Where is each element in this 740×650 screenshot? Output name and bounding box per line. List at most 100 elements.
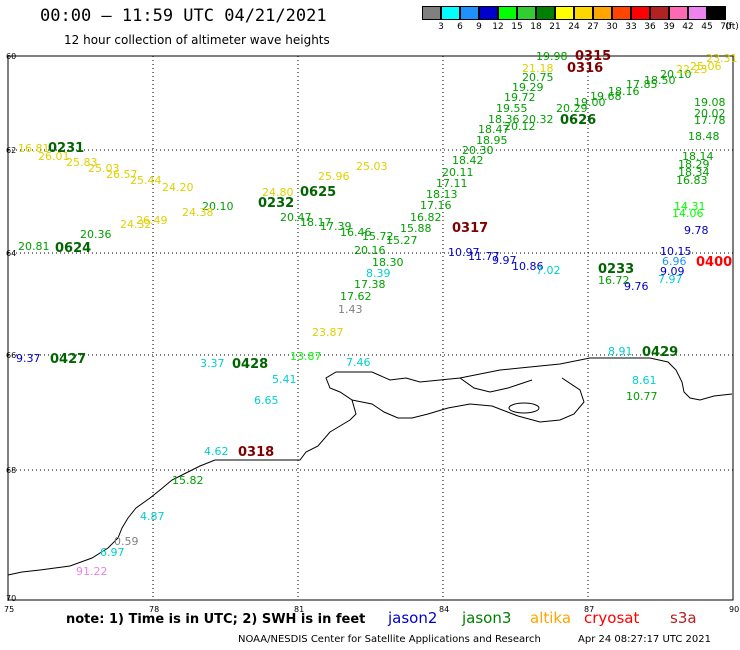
- wave-height-value: 20.11: [442, 166, 474, 179]
- wave-height-value: 20.10: [660, 68, 692, 81]
- legend-label: 42: [682, 22, 694, 32]
- latitude-label: 68: [6, 466, 16, 475]
- figure-subtitle: 12 hour collection of altimeter wave hei…: [64, 33, 330, 47]
- wave-height-value: 21.18: [522, 62, 554, 75]
- wave-height-value: 20.02: [694, 107, 726, 120]
- legend-label: 12: [492, 22, 504, 32]
- wave-height-value: 3.37: [200, 357, 225, 370]
- satellite-name: altika: [530, 609, 572, 627]
- legend-swatch: [441, 6, 460, 20]
- island-shape: [508, 402, 540, 414]
- wave-height-value: 25.96: [318, 170, 350, 183]
- wave-height-value: 16.81: [18, 142, 50, 155]
- legend-label: 36: [644, 22, 656, 32]
- pass-label: 0427: [50, 352, 86, 367]
- wave-height-value: 18.13: [426, 188, 458, 201]
- wave-height-value: 25.03: [356, 160, 388, 173]
- wave-height-value: 20.81: [18, 240, 50, 253]
- wave-height-value: 19.00: [574, 96, 606, 109]
- legend-unit: (ft): [725, 22, 739, 32]
- latitude-label: 66: [6, 351, 16, 360]
- pass-label: 0428: [232, 357, 268, 372]
- legend-label: 18: [530, 22, 542, 32]
- wave-height-value: 10.15: [660, 245, 692, 258]
- legend-swatch: [498, 6, 517, 20]
- wave-height-value: 20.36: [80, 228, 112, 241]
- wave-height-value: 25.83: [66, 156, 98, 169]
- wave-height-value: 20.10: [202, 200, 234, 213]
- legend-swatch: [688, 6, 707, 20]
- pass-label: 0624: [55, 241, 91, 256]
- legend-swatch: [517, 6, 536, 20]
- wave-height-value: 23.31: [706, 52, 738, 65]
- pass-label: 0429: [642, 345, 678, 360]
- wave-height-value: 24.20: [162, 181, 194, 194]
- wave-height-value: 16.83: [676, 174, 708, 187]
- longitude-label: 87: [584, 605, 594, 614]
- legend-swatch: [479, 6, 498, 20]
- wave-height-value: 13.87: [290, 350, 322, 363]
- legend-label: 21: [549, 22, 561, 32]
- wave-height-value: 8.39: [366, 267, 391, 280]
- wave-height-value: 18.17: [300, 216, 332, 229]
- latitude-label: 62: [6, 146, 16, 155]
- bay-outline: [351, 377, 585, 423]
- wave-height-value: 24.38: [182, 206, 214, 219]
- legend-swatch: [422, 6, 441, 20]
- wave-height-value: 19.72: [504, 91, 536, 104]
- wave-height-value: 1.43: [338, 303, 363, 316]
- legend-label: 33: [625, 22, 637, 32]
- wave-height-value: 15.72: [362, 230, 394, 243]
- legend-label: 15: [511, 22, 523, 32]
- wave-height-value: 18.42: [452, 154, 484, 167]
- wave-height-value: 91.22: [76, 565, 108, 578]
- satellite-name: cryosat: [584, 609, 640, 627]
- legend-label: 39: [663, 22, 675, 32]
- wave-height-value: 15.88: [400, 222, 432, 235]
- wave-height-value: 6.97: [100, 546, 125, 559]
- wave-height-value: 25.06: [690, 60, 722, 73]
- wave-height-value: 22.23: [676, 63, 708, 76]
- legend-swatch: [650, 6, 669, 20]
- pass-label: 0317: [452, 221, 488, 236]
- wave-height-value: 18.14: [682, 150, 714, 163]
- wave-height-value: 20.75: [522, 71, 554, 84]
- wave-height-value: 18.50: [644, 74, 676, 87]
- graticule: 60 62 64 66 68 70 75 78 81 84 87 90: [4, 52, 739, 614]
- wave-height-value: 24.32: [120, 218, 152, 231]
- pass-label: 0231: [48, 141, 84, 156]
- wave-height-value: 18.47: [478, 123, 510, 136]
- wave-height-value: 17.11: [436, 177, 468, 190]
- wave-height-value: 25.03: [88, 162, 120, 175]
- wave-height-value: 18.34: [678, 166, 710, 179]
- wave-height-value: 20.29: [556, 102, 588, 115]
- legend-label: 45: [701, 22, 713, 32]
- longitude-label: 78: [149, 605, 159, 614]
- wave-height-value: 18.36: [488, 113, 520, 126]
- wave-height-value: 18.29: [678, 158, 710, 171]
- wave-height-value: 9.09: [660, 265, 685, 278]
- footer-credit: NOAA/NESDIS Center for Satellite Applica…: [238, 634, 541, 645]
- wave-height-value: 19.98: [536, 50, 568, 63]
- wave-height-value: 6.96: [662, 255, 687, 268]
- pass-label: 0625: [300, 185, 336, 200]
- wave-height-value: 16.72: [598, 274, 630, 287]
- coastline: [7, 357, 733, 576]
- wave-height-value: 9.78: [684, 224, 709, 237]
- figure-title: 00:00 – 11:59 UTC 04/21/2021: [40, 6, 327, 26]
- wave-height-value: 15.27: [386, 234, 418, 247]
- wave-height-value: 5.41: [272, 373, 297, 386]
- wave-height-value: 17.85: [626, 78, 658, 91]
- wave-height-value: 7.02: [536, 264, 561, 277]
- wave-height-value: 19.29: [512, 81, 544, 94]
- pass-label: 0233: [598, 262, 634, 277]
- latitude-label: 64: [6, 249, 16, 258]
- pass-label: 0626: [560, 113, 596, 128]
- legend-swatch: [460, 6, 479, 20]
- legend-swatch: [612, 6, 631, 20]
- wave-height-value: 8.61: [632, 374, 657, 387]
- wave-height-value: 14.06: [672, 207, 704, 220]
- wave-height-value: 20.47: [280, 211, 312, 224]
